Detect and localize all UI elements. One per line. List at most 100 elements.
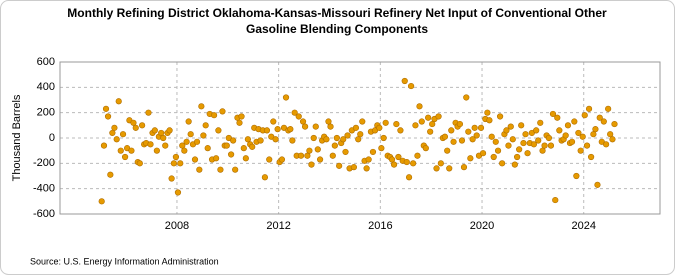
data-point <box>446 165 453 172</box>
data-point <box>257 137 264 144</box>
data-point <box>289 137 296 144</box>
data-point <box>444 147 451 154</box>
data-point <box>611 120 618 128</box>
data-point <box>486 117 493 124</box>
data-point <box>441 133 449 140</box>
y-tick-label: 200 <box>37 107 55 119</box>
data-point <box>509 136 516 143</box>
data-point <box>145 109 152 116</box>
data-point <box>323 136 330 143</box>
data-point <box>467 155 474 162</box>
data-point <box>609 136 616 143</box>
data-point <box>395 153 402 161</box>
data-point <box>196 166 203 173</box>
data-point <box>397 127 404 134</box>
data-point <box>312 123 319 130</box>
data-point <box>530 141 537 148</box>
data-point <box>477 124 485 131</box>
data-point <box>242 155 249 162</box>
data-point <box>314 146 321 153</box>
data-point <box>327 123 334 130</box>
data-point <box>564 122 572 129</box>
y-tick-label: 0 <box>49 132 55 144</box>
data-point <box>583 142 591 149</box>
data-point <box>119 131 127 138</box>
data-point <box>301 123 309 130</box>
y-tick-label: 600 <box>37 56 55 68</box>
data-point <box>359 118 366 125</box>
data-point <box>240 145 247 152</box>
data-point <box>236 119 243 126</box>
data-point <box>488 133 495 140</box>
data-point <box>575 129 582 137</box>
data-point <box>107 171 114 178</box>
x-tick-label: 2020 <box>470 220 494 232</box>
data-point <box>503 127 510 134</box>
data-point <box>380 134 387 142</box>
data-point <box>556 127 563 134</box>
data-point <box>132 124 139 131</box>
data-point <box>408 82 415 90</box>
data-point <box>304 152 311 159</box>
data-point <box>306 147 313 154</box>
data-point <box>204 145 211 152</box>
data-point <box>603 141 610 148</box>
data-point <box>151 127 158 134</box>
data-point <box>382 119 389 126</box>
data-point <box>104 113 112 120</box>
data-point <box>291 109 298 116</box>
data-point <box>263 127 271 134</box>
data-point <box>499 160 506 167</box>
data-point <box>416 103 423 110</box>
data-point <box>403 158 410 166</box>
data-point <box>460 164 468 171</box>
data-point <box>524 150 531 157</box>
data-point <box>463 94 470 101</box>
data-point <box>185 118 192 125</box>
data-point <box>490 153 497 161</box>
data-point <box>238 113 245 120</box>
data-point <box>552 196 559 204</box>
data-point <box>456 120 464 128</box>
data-point <box>376 124 383 131</box>
data-point <box>390 161 398 168</box>
data-point <box>136 160 143 167</box>
data-point <box>588 153 595 161</box>
data-point <box>350 164 357 171</box>
data-point <box>297 152 305 159</box>
data-point <box>547 142 555 149</box>
source-note: Source: U.S. Energy Information Administ… <box>30 256 219 266</box>
data-point <box>568 138 576 145</box>
data-point <box>414 152 421 159</box>
data-point <box>217 166 224 173</box>
data-point <box>365 156 372 163</box>
data-point <box>153 147 160 154</box>
data-point <box>605 105 612 112</box>
x-tick-label: 2016 <box>368 220 392 232</box>
data-point <box>310 134 317 142</box>
data-point <box>162 142 169 149</box>
data-point <box>533 127 540 134</box>
data-point <box>545 134 552 142</box>
data-point <box>429 120 436 128</box>
data-point <box>496 113 504 120</box>
data-point <box>249 143 256 150</box>
data-point <box>244 136 251 143</box>
data-point <box>352 124 360 131</box>
data-point <box>571 118 578 125</box>
data-point <box>355 136 362 143</box>
data-point <box>98 198 105 205</box>
data-point <box>437 160 444 167</box>
data-point <box>369 148 377 156</box>
data-point <box>213 155 220 162</box>
data-point <box>448 127 455 134</box>
data-point <box>344 132 351 139</box>
data-point <box>308 161 315 168</box>
data-point <box>174 189 182 196</box>
data-point <box>607 131 614 138</box>
data-point <box>577 147 584 154</box>
data-point <box>378 145 385 152</box>
data-point <box>117 147 124 154</box>
data-point <box>223 142 230 149</box>
data-point <box>514 153 521 161</box>
